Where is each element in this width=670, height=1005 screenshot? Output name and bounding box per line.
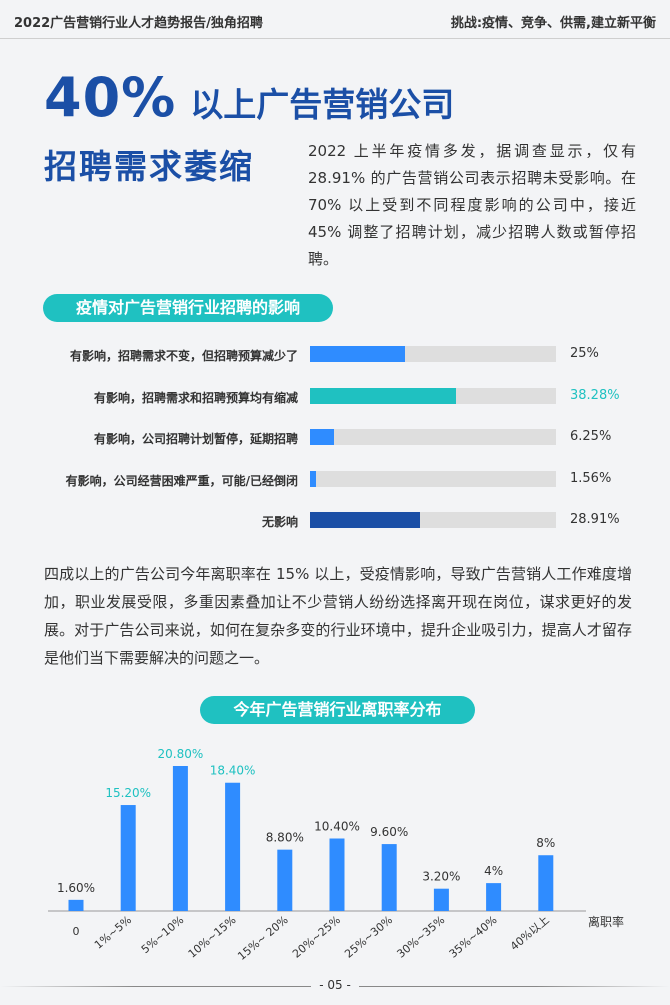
- turnover-bar: [538, 855, 554, 911]
- turnover-category-label: 30%~35%: [394, 913, 447, 960]
- turnover-category-label: 20%~25%: [290, 913, 343, 960]
- impact-bar: [310, 346, 406, 362]
- turnover-bar: [120, 805, 136, 911]
- turnover-bar: [172, 766, 188, 911]
- headline-text: 以上广告营销公司: [190, 85, 455, 124]
- page-header: 2022广告营销行业人才趋势报告/独角招聘 挑战:疫情、竞争、供需,建立新平衡: [0, 0, 670, 39]
- page-number: - 05 -: [0, 978, 670, 992]
- impact-bar: [310, 470, 316, 487]
- turnover-category-label: 40%以上: [508, 913, 552, 953]
- impact-value-label: 38.28%: [570, 387, 620, 403]
- impact-row-label: 有影响，招聘需求和招聘预算均有缩减: [93, 390, 298, 405]
- impact-bar-track: [310, 429, 556, 445]
- impact-bar-track: [310, 470, 556, 487]
- impact-value-label: 28.91%: [570, 512, 620, 527]
- headline-line1: 40% 以上广告营销公司: [44, 66, 454, 129]
- turnover-bar: [381, 844, 397, 911]
- impact-row-label: 有影响，公司经营困难严重，可能/已经倒闭: [65, 473, 298, 488]
- turnover-category-label: 1%~5%: [92, 913, 134, 951]
- turnover-bar: [68, 899, 84, 911]
- turnover-value-label: 4%: [484, 864, 503, 878]
- turnover-value-label: 3.20%: [422, 870, 460, 884]
- turnover-paragraph: 四成以上的广告公司今年离职率在 15% 以上，受疫情影响，导致广告营销人工作难度…: [44, 565, 632, 667]
- turnover-value-label: 8%: [536, 836, 555, 850]
- turnover-value-label: 8.80%: [266, 831, 304, 845]
- impact-value-label: 1.56%: [570, 470, 612, 486]
- impact-value-label: 25%: [570, 346, 599, 361]
- impact-bar-track: [310, 346, 556, 362]
- turnover-category-label: 35%~40%: [447, 913, 500, 960]
- turnover-bar: [277, 849, 293, 911]
- header-divider: [0, 38, 670, 39]
- turnover-bar: [225, 782, 241, 911]
- impact-row-label: 有影响，招聘需求不变，但招聘预算减少了: [69, 349, 298, 363]
- impact-chart-title: 疫情对广告营销行业招聘的影响: [43, 294, 333, 322]
- turnover-bar: [329, 838, 345, 911]
- turnover-bar: [486, 883, 502, 911]
- intro-paragraph: 2022 上半年疫情多发，据调查显示，仅有 28.91% 的广告营销公司表示招聘…: [308, 142, 636, 268]
- impact-row-label: 有影响，公司招聘计划暂停，延期招聘: [93, 432, 298, 446]
- header-report-title: 2022广告营销行业人才趋势报告/独角招聘: [14, 16, 263, 31]
- turnover-category-label: 10%~15%: [186, 913, 239, 960]
- headline-percent: 40%: [44, 66, 177, 129]
- turnover-value-label: 9.60%: [370, 825, 408, 839]
- x-axis-label: 离职率: [588, 914, 624, 929]
- turnover-value-label: 10.40%: [314, 820, 360, 834]
- impact-bar-track: [310, 387, 556, 404]
- turnover-bar-chart: 1.60% 0 15.20% 1%~5% 20.80% 5%~10% 18.40% 10%~1…: [48, 747, 624, 960]
- turnover-value-label: 1.60%: [57, 881, 95, 895]
- impact-bar: [310, 512, 421, 528]
- turnover-value-label: 18.40%: [210, 764, 256, 778]
- impact-bar: [310, 387, 456, 404]
- turnover-category-label: 15%~ 20%: [235, 913, 291, 960]
- turnover-bar: [433, 888, 449, 911]
- impact-row-label: 无影响: [261, 515, 298, 529]
- turnover-value-label: 15.20%: [105, 786, 151, 800]
- turnover-value-label: 20.80%: [158, 747, 204, 761]
- impact-bar-track: [310, 512, 556, 528]
- header-section-title: 挑战:疫情、竞争、供需,建立新平衡: [450, 16, 656, 31]
- turnover-category-label: 25%~30%: [342, 913, 395, 960]
- impact-value-label: 6.25%: [570, 429, 612, 444]
- impact-bar: [310, 429, 334, 445]
- turnover-category-label: 5%~10%: [139, 913, 187, 956]
- headline-line2: 招聘需求萎缩: [44, 147, 254, 186]
- turnover-category-label: 0: [73, 925, 80, 938]
- turnover-chart-title: 今年广告营销行业离职率分布: [200, 696, 475, 724]
